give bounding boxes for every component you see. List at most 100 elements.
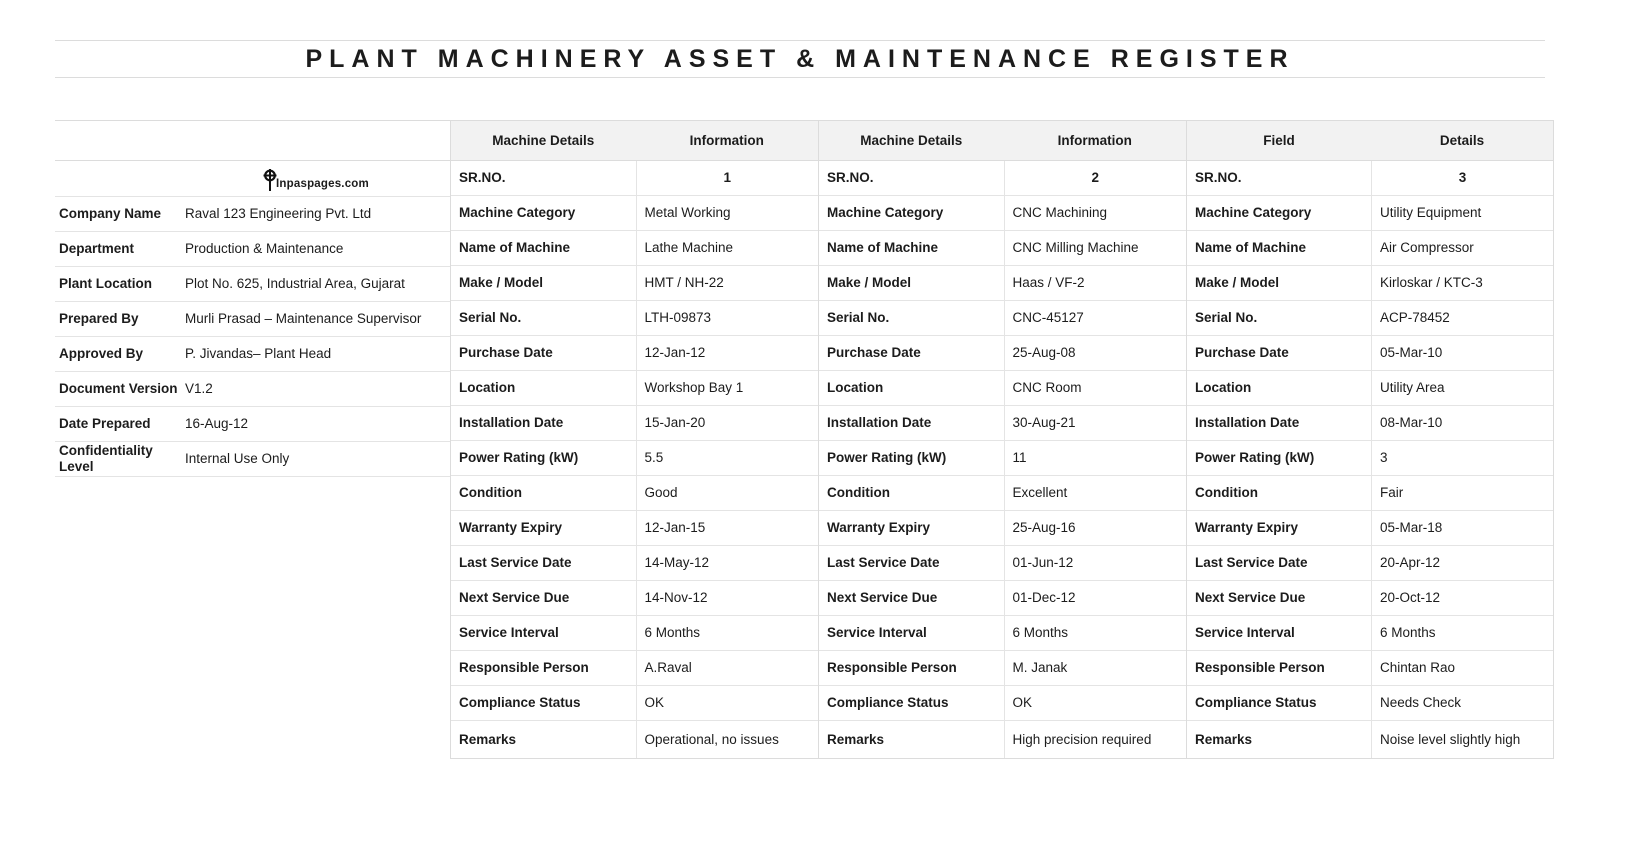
info-row: Confidentiality Level Internal Use Only <box>55 442 450 477</box>
info-value: 16-Aug-12 <box>185 416 249 432</box>
machine-section: Machine Details Information SR.NO. 1 Mac… <box>450 121 818 759</box>
machine-field-row: Machine Category Metal Working <box>451 196 818 231</box>
field-label: Location <box>1195 380 1252 396</box>
machine-field-row: Installation Date 15-Jan-20 <box>451 406 818 441</box>
machine-field-row: Responsible Person A.Raval <box>451 651 818 686</box>
field-label: Next Service Due <box>1195 590 1306 606</box>
field-value: 6 Months <box>1003 616 1187 650</box>
field-label: Remarks <box>459 731 517 747</box>
field-value: 20-Oct-12 <box>1370 581 1553 615</box>
machine-field-row: Installation Date 30-Aug-21 <box>819 406 1186 441</box>
field-label: Remarks <box>1195 731 1253 747</box>
field-value: 08-Mar-10 <box>1370 406 1553 440</box>
field-value: Operational, no issues <box>635 721 819 758</box>
field-value: 15-Jan-20 <box>635 406 819 440</box>
machine-field-row: Make / Model Kirloskar / KTC-3 <box>1187 266 1553 301</box>
field-label: Installation Date <box>459 415 564 431</box>
machine-header-value: Details <box>1439 133 1485 148</box>
field-label: Location <box>827 380 884 396</box>
field-value: Needs Check <box>1370 686 1553 720</box>
field-value: ACP-78452 <box>1370 301 1553 335</box>
field-label: Name of Machine <box>1195 240 1307 256</box>
info-value: P. Jivandas– Plant Head <box>185 346 332 362</box>
machine-field-row: Location Workshop Bay 1 <box>451 371 818 406</box>
machine-section: Machine Details Information SR.NO. 2 Mac… <box>818 121 1186 759</box>
field-label: Responsible Person <box>827 660 957 676</box>
field-value: A.Raval <box>635 651 819 685</box>
machine-field-row: Condition Good <box>451 476 818 511</box>
machine-field-row: Next Service Due 01-Dec-12 <box>819 581 1186 616</box>
machine-field-row: Machine Category Utility Equipment <box>1187 196 1553 231</box>
field-label: Next Service Due <box>827 590 938 606</box>
machine-field-row: Remarks High precision required <box>819 721 1186 759</box>
machine-field-row: Location CNC Room <box>819 371 1186 406</box>
field-label: Power Rating (kW) <box>459 450 579 466</box>
machine-field-row: Power Rating (kW) 3 <box>1187 441 1553 476</box>
machine-field-row: Warranty Expiry 25-Aug-16 <box>819 511 1186 546</box>
info-panel-header-spacer <box>55 121 450 161</box>
info-row: Approved By P. Jivandas– Plant Head <box>55 337 450 372</box>
machine-field-row: Make / Model HMT / NH-22 <box>451 266 818 301</box>
field-label: Location <box>459 380 516 396</box>
field-value: 14-Nov-12 <box>635 581 819 615</box>
info-row: Prepared By Murli Prasad – Maintenance S… <box>55 302 450 337</box>
info-label: Document Version <box>59 381 178 397</box>
field-value: 3 <box>1371 161 1553 195</box>
field-label: Condition <box>459 485 522 501</box>
field-value: Air Compressor <box>1370 231 1553 265</box>
field-label: Serial No. <box>827 310 890 326</box>
info-row: Plant Location Plot No. 625, Industrial … <box>55 267 450 302</box>
field-value: 20-Apr-12 <box>1370 546 1553 580</box>
info-label: Department <box>59 241 135 257</box>
info-rows: Company Name Raval 123 Engineering Pvt. … <box>55 197 450 477</box>
machine-field-row: Machine Category CNC Machining <box>819 196 1186 231</box>
field-label: Condition <box>827 485 890 501</box>
info-value: Plot No. 625, Industrial Area, Gujarat <box>185 276 405 292</box>
machine-field-row: Serial No. ACP-78452 <box>1187 301 1553 336</box>
field-label: Purchase Date <box>1195 345 1289 361</box>
machine-header-row: Machine Details Information <box>819 121 1186 161</box>
machine-field-row: Purchase Date 12-Jan-12 <box>451 336 818 371</box>
field-label: Purchase Date <box>459 345 553 361</box>
field-value: 3 <box>1370 441 1553 475</box>
field-label: Next Service Due <box>459 590 570 606</box>
field-value: 30-Aug-21 <box>1003 406 1187 440</box>
field-label: Power Rating (kW) <box>1195 450 1315 466</box>
machine-field-row: Responsible Person M. Janak <box>819 651 1186 686</box>
field-value: 5.5 <box>635 441 819 475</box>
machine-field-row: Responsible Person Chintan Rao <box>1187 651 1553 686</box>
info-value: Murli Prasad – Maintenance Supervisor <box>185 311 422 327</box>
field-value: Fair <box>1370 476 1553 510</box>
field-label: Name of Machine <box>827 240 939 256</box>
field-value: CNC Machining <box>1003 196 1187 230</box>
machine-field-row: Condition Excellent <box>819 476 1186 511</box>
machine-field-row: SR.NO. 2 <box>819 161 1186 196</box>
machine-header-row: Machine Details Information <box>451 121 818 161</box>
field-label: SR.NO. <box>1195 170 1242 186</box>
machine-field-row: Service Interval 6 Months <box>819 616 1186 651</box>
field-label: Last Service Date <box>827 555 940 571</box>
field-label: Power Rating (kW) <box>827 450 947 466</box>
info-panel: Inpaspages.com Company Name Raval 123 En… <box>55 121 450 477</box>
info-label: Plant Location <box>59 276 153 292</box>
info-row: Document Version V1.2 <box>55 372 450 407</box>
page-title: PLANT MACHINERY ASSET & MAINTENANCE REGI… <box>305 44 1295 73</box>
field-value: OK <box>635 686 819 720</box>
field-label: Responsible Person <box>1195 660 1325 676</box>
machine-field-row: Compliance Status OK <box>451 686 818 721</box>
field-value: M. Janak <box>1003 651 1187 685</box>
field-value: Chintan Rao <box>1370 651 1553 685</box>
crosshair-pin-icon <box>263 169 277 191</box>
field-value: Good <box>635 476 819 510</box>
field-value: LTH-09873 <box>635 301 819 335</box>
machine-field-row: Compliance Status Needs Check <box>1187 686 1553 721</box>
field-value: OK <box>1003 686 1187 720</box>
field-value: CNC Room <box>1003 371 1187 405</box>
machine-field-row: Last Service Date 01-Jun-12 <box>819 546 1186 581</box>
machine-header-row: Field Details <box>1187 121 1553 161</box>
field-label: Machine Category <box>827 205 944 221</box>
info-label: Approved By <box>59 346 144 362</box>
title-band: PLANT MACHINERY ASSET & MAINTENANCE REGI… <box>55 40 1545 78</box>
field-label: Condition <box>1195 485 1258 501</box>
brand-logo: Inpaspages.com <box>55 161 450 197</box>
